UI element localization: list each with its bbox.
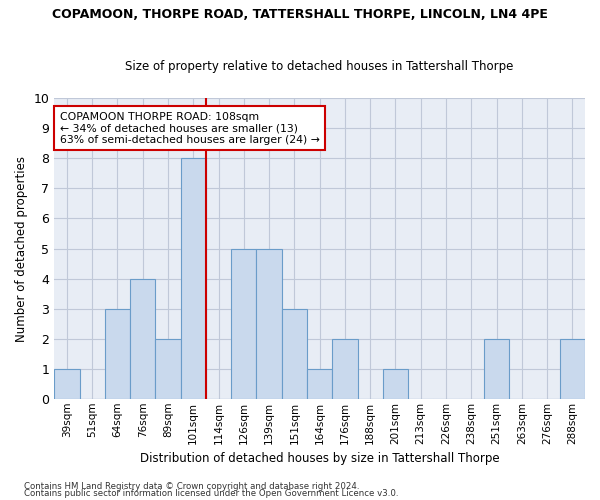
- Bar: [181, 158, 206, 399]
- Bar: [332, 338, 358, 399]
- Bar: [155, 338, 181, 399]
- Bar: [256, 248, 282, 399]
- Bar: [307, 368, 332, 399]
- Bar: [560, 338, 585, 399]
- X-axis label: Distribution of detached houses by size in Tattershall Thorpe: Distribution of detached houses by size …: [140, 452, 499, 465]
- Y-axis label: Number of detached properties: Number of detached properties: [15, 156, 28, 342]
- Text: COPAMOON THORPE ROAD: 108sqm
← 34% of detached houses are smaller (13)
63% of se: COPAMOON THORPE ROAD: 108sqm ← 34% of de…: [59, 112, 319, 145]
- Text: COPAMOON, THORPE ROAD, TATTERSHALL THORPE, LINCOLN, LN4 4PE: COPAMOON, THORPE ROAD, TATTERSHALL THORP…: [52, 8, 548, 20]
- Bar: [383, 368, 408, 399]
- Bar: [130, 278, 155, 399]
- Text: Contains HM Land Registry data © Crown copyright and database right 2024.: Contains HM Land Registry data © Crown c…: [24, 482, 359, 491]
- Bar: [105, 308, 130, 399]
- Bar: [231, 248, 256, 399]
- Text: Contains public sector information licensed under the Open Government Licence v3: Contains public sector information licen…: [24, 489, 398, 498]
- Title: Size of property relative to detached houses in Tattershall Thorpe: Size of property relative to detached ho…: [125, 60, 514, 74]
- Bar: [484, 338, 509, 399]
- Bar: [54, 368, 80, 399]
- Bar: [282, 308, 307, 399]
